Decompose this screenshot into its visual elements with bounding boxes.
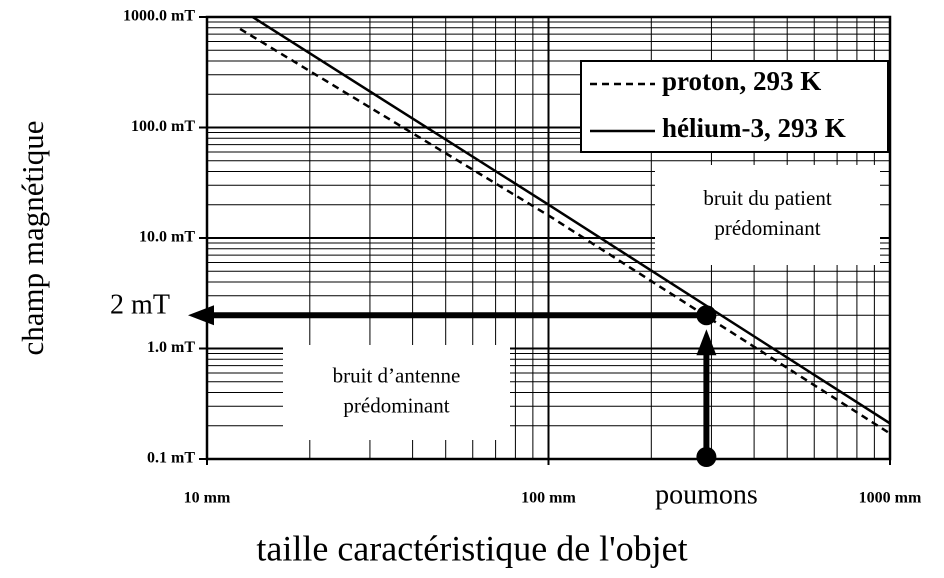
plot-frame (205, 15, 892, 461)
region-label: prédominant (714, 216, 820, 240)
annotation-point (696, 305, 717, 326)
arrow-head (188, 305, 214, 326)
annotation-foot (696, 447, 717, 467)
y-tick-label: 0.1 mT (147, 450, 195, 467)
y-tick-label: 1000.0 mT (123, 8, 195, 25)
y-axis-label: champ magnétique (15, 121, 50, 356)
legend-label: hélium-3, 293 K (662, 113, 846, 143)
plot-lines (239, 17, 890, 435)
annotation-y-label: 2 mT (110, 290, 170, 321)
legend-label: proton, 293 K (662, 66, 821, 96)
legend-box (580, 60, 889, 153)
arrow-head (696, 329, 717, 356)
y-tick-label: 100.0 mT (131, 118, 195, 135)
region-label: bruit d’antenne (333, 363, 461, 387)
x-tick-label: 10 mm (184, 490, 231, 507)
region-box (655, 165, 880, 265)
y-tick-label: 1.0 mT (147, 339, 195, 356)
x-axis-label: taille caractéristique de l'objet (256, 528, 687, 568)
region-label: bruit du patient (703, 186, 831, 210)
annotation-x-label: poumons (655, 479, 758, 510)
series-line (251, 17, 890, 425)
x-tick-label: 100 mm (521, 490, 576, 507)
x-tick-label: 1000 mm (859, 490, 922, 507)
series-line (239, 27, 890, 435)
region-label: prédominant (343, 393, 449, 417)
y-tick-label: 10.0 mT (139, 229, 195, 246)
region-box (283, 345, 510, 440)
